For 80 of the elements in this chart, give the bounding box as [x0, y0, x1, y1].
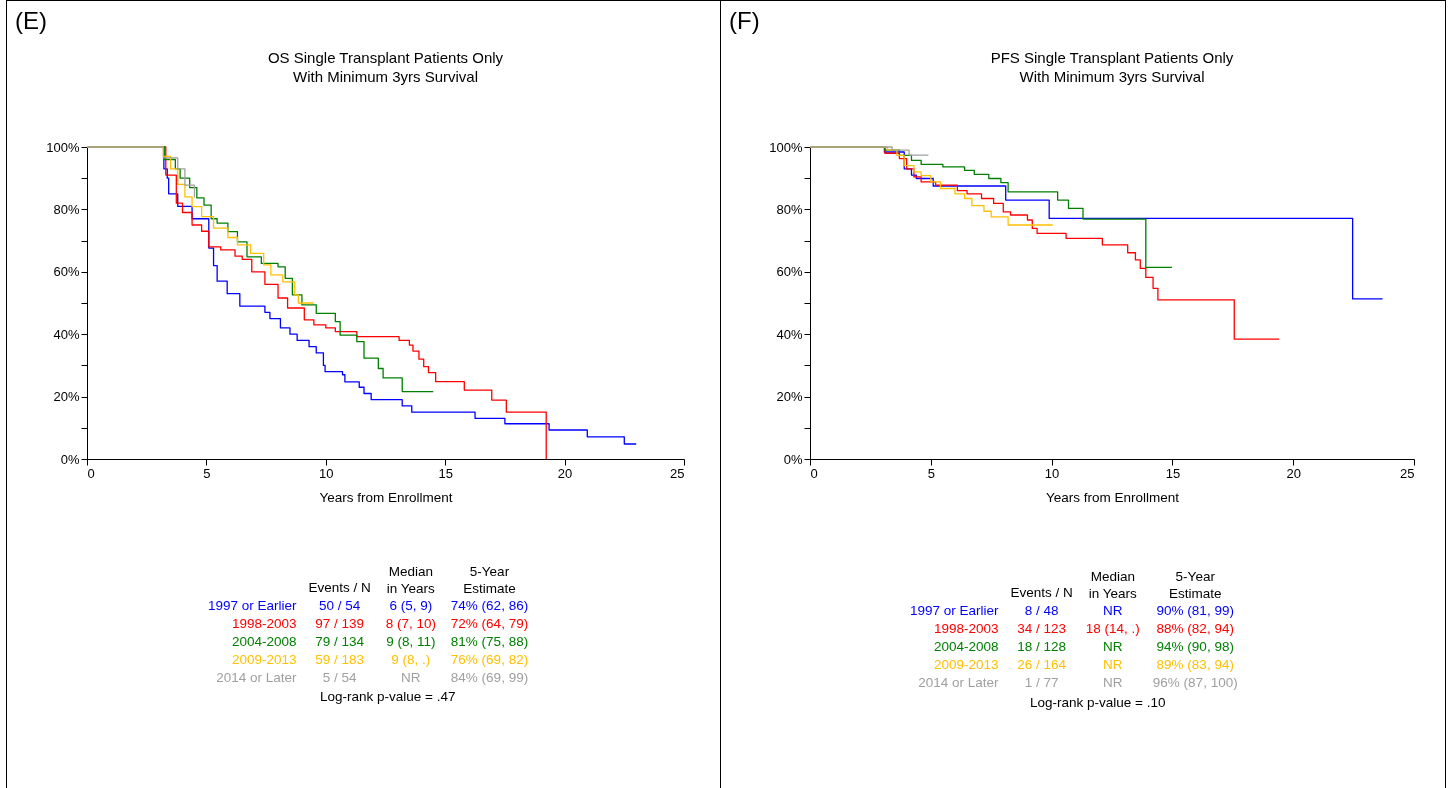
text: 74% (62, 86) [449, 597, 530, 615]
chart-title: OS Single Transplant Patients Only [267, 49, 504, 66]
text: 50 / 54 [318, 597, 362, 615]
text: 72% (64, 79) [449, 615, 530, 633]
text: 2009-2013 [933, 656, 1000, 674]
text: 18 (14, .) [1084, 620, 1141, 638]
text: 34 / 123 [1016, 620, 1068, 638]
y-tick-label: 80% [776, 201, 803, 217]
x-tick-label: 10 [1044, 465, 1060, 481]
y-tick-label: 100% [46, 139, 80, 155]
text: Median in Years [385, 563, 436, 597]
text: 90% (81, 99) [1155, 602, 1235, 620]
text: Events / N [1009, 584, 1074, 602]
text: Median in Years [1087, 568, 1138, 602]
text: 97 / 139 [314, 615, 366, 633]
text: 9 (8, .) [390, 651, 432, 669]
text: (E) [15, 7, 47, 35]
x-tick-label: 5 [927, 465, 935, 481]
text: 79 / 134 [314, 633, 366, 651]
text: 1997 or Earlier [909, 602, 1000, 620]
x-tick-label: 25 [1400, 465, 1415, 481]
text: 8 / 48 [1023, 602, 1060, 620]
text: 2014 or Later [917, 674, 1000, 692]
text: 1 / 77 [1023, 674, 1060, 692]
text: 2009-2013 [231, 651, 298, 669]
chart-subtitle: With Minimum 3yrs Survival [1019, 68, 1205, 85]
text: 5 / 54 [321, 669, 358, 687]
text: 8 (7, 10) [384, 615, 437, 633]
text: 76% (69, 82) [449, 651, 530, 669]
text: NR [1102, 638, 1124, 656]
x-tick-label: 5 [203, 465, 211, 481]
text: 84% (69, 99) [449, 669, 530, 687]
x-tick-label: 25 [670, 465, 685, 481]
text: 2004-2008 [231, 633, 298, 651]
text: 2014 or Later [215, 669, 298, 687]
y-tick-label: 60% [53, 264, 80, 280]
text: 89% (83, 94) [1155, 656, 1235, 674]
text: NR [400, 669, 422, 687]
x-axis-title: Years from Enrollment [319, 489, 453, 505]
text: 26 / 164 [1016, 656, 1068, 674]
text: Log-rank p-value = .47 [320, 689, 456, 704]
text: Events / N [307, 579, 372, 597]
x-tick-label: 15 [1165, 465, 1181, 481]
text: 81% (75, 88) [449, 633, 530, 651]
y-tick-label: 80% [53, 201, 80, 217]
x-tick-label: 0 [87, 465, 95, 481]
x-axis-title: Years from Enrollment [1045, 489, 1180, 505]
x-tick-label: 20 [1286, 465, 1301, 481]
x-tick-label: 10 [319, 465, 334, 481]
y-tick-label: 0% [60, 451, 80, 467]
chart-subtitle: With Minimum 3yrs Survival [292, 68, 479, 85]
x-tick-label: 0 [810, 465, 818, 481]
text: NR [1102, 602, 1124, 620]
text: 96% (87, 100) [1151, 674, 1239, 692]
text: 88% (82, 94) [1155, 620, 1235, 638]
text: 2004-2008 [933, 638, 1000, 656]
text: 94% (90, 98) [1155, 638, 1235, 656]
text: 9 (8, 11) [385, 633, 437, 651]
x-tick-label: 20 [557, 465, 573, 481]
y-tick-label: 0% [783, 451, 803, 467]
text: 18 / 128 [1016, 638, 1068, 656]
chart-title: PFS Single Transplant Patients Only [990, 49, 1234, 66]
text: 5-Year Estimate [1168, 568, 1223, 602]
y-tick-label: 100% [769, 139, 803, 155]
y-tick-label: 20% [776, 389, 803, 405]
y-tick-label: 40% [53, 326, 80, 342]
text: 1997 or Earlier [207, 597, 298, 615]
text: 59 / 183 [314, 651, 366, 669]
text: 1998-2003 [933, 620, 1000, 638]
text: NR [1102, 656, 1124, 674]
text: 5-Year Estimate [462, 563, 517, 597]
text: Log-rank p-value = .10 [1030, 695, 1166, 710]
y-tick-label: 60% [776, 264, 803, 280]
y-tick-label: 20% [53, 389, 80, 405]
text: (F) [729, 7, 760, 35]
x-tick-label: 15 [438, 465, 453, 481]
text: 1998-2003 [231, 615, 298, 633]
text: 6 (5, 9) [388, 597, 434, 615]
text: NR [1102, 674, 1124, 692]
y-tick-label: 40% [776, 326, 803, 342]
